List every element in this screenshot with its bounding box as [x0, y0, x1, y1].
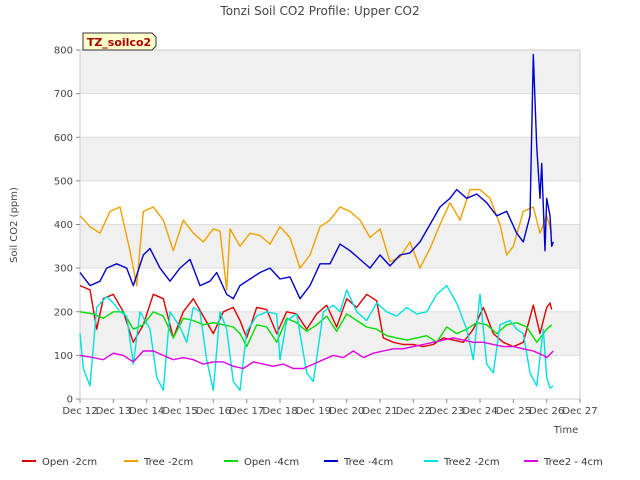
- x-tick-label: Dec 17: [229, 406, 264, 417]
- y-tick-label: 500: [54, 176, 73, 187]
- x-tick-label: Dec 13: [96, 406, 131, 417]
- grid-band: [80, 224, 580, 269]
- legend-label: Open -2cm: [42, 457, 97, 468]
- y-tick-label: 100: [54, 351, 73, 362]
- x-tick-label: Dec 21: [362, 406, 397, 417]
- x-tick-label: Dec 18: [262, 406, 297, 417]
- x-tick-label: Dec 27: [562, 406, 597, 417]
- x-tick-label: Dec 14: [129, 406, 164, 417]
- y-tick-label: 400: [54, 220, 73, 231]
- x-axis-label: Time: [553, 425, 578, 436]
- x-tick-label: Dec 23: [429, 406, 464, 417]
- y-axis-ticks: 0 100 200 300 400 500 600 700 800: [54, 46, 80, 406]
- x-tick-label: Dec 26: [529, 406, 564, 417]
- watermark-label: TZ_soilco2: [87, 36, 151, 49]
- grid-band: [80, 137, 580, 181]
- x-tick-label: Dec 24: [462, 406, 497, 417]
- legend-label: Tree2 -2cm: [443, 457, 500, 468]
- y-tick-label: 0: [67, 395, 73, 406]
- grid-band: [80, 311, 580, 356]
- x-tick-label: Dec 25: [496, 406, 531, 417]
- legend-label: Open -4cm: [244, 457, 299, 468]
- chart-title: Tonzi Soil CO2 Profile: Upper CO2: [219, 4, 419, 18]
- legend-item-tree2-2cm: Tree2 -2cm: [424, 457, 500, 468]
- x-tick-label: Dec 19: [296, 406, 331, 417]
- series-line-tree-4cm: [79, 53, 554, 300]
- legend-label: Tree2 - 4cm: [543, 457, 603, 468]
- plot-background-bands: [80, 50, 580, 356]
- legend-item-open-2cm: Open -2cm: [22, 457, 97, 468]
- y-tick-label: 700: [54, 89, 73, 100]
- x-tick-label: Dec 22: [396, 406, 431, 417]
- legend: Open -2cm Tree -2cm Open -4cm Tree -4cm Tree…: [22, 457, 603, 468]
- legend-item-tree-2cm: Tree -2cm: [124, 457, 193, 468]
- series-lines: [79, 53, 554, 391]
- series-line-tree-2cm: [79, 188, 553, 291]
- y-tick-label: 800: [54, 46, 73, 57]
- y-tick-label: 200: [54, 307, 73, 318]
- legend-item-tree2-4cm: Tree2 - 4cm: [524, 457, 603, 468]
- y-axis-label: Soil CO2 (ppm): [9, 187, 20, 263]
- series-line-tree2-4cm: [79, 337, 554, 370]
- legend-item-tree-4cm: Tree -4cm: [324, 457, 393, 468]
- x-tick-label: Dec 20: [329, 406, 364, 417]
- legend-item-open-4cm: Open -4cm: [224, 457, 299, 468]
- x-tick-label: Dec 15: [162, 406, 197, 417]
- grid-band: [80, 50, 580, 94]
- legend-label: Tree -2cm: [143, 457, 193, 468]
- y-tick-label: 300: [54, 264, 73, 275]
- series-line-open-2cm: [79, 284, 553, 348]
- legend-label: Tree -4cm: [343, 457, 393, 468]
- y-tick-label: 600: [54, 133, 73, 144]
- series-line-tree2-2cm: [79, 284, 554, 391]
- watermark-badge: TZ_soilco2: [82, 32, 157, 51]
- x-tick-label: Dec 12: [62, 406, 97, 417]
- x-tick-label: Dec 16: [196, 406, 231, 417]
